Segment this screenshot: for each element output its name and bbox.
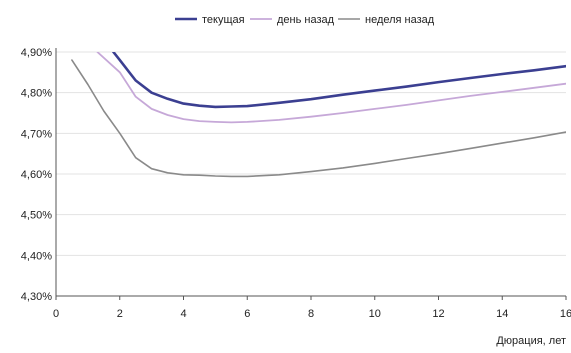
y-tick-label: 4,40% [21,250,52,262]
y-tick-label: 4,80% [21,88,52,100]
gridlines [56,51,566,297]
y-tick-label: 4,50% [21,210,52,222]
x-tick-label: 14 [496,308,508,320]
x-tick-labels: 0 2 4 6 8 10 12 14 16 [53,308,571,320]
series-lines [71,52,566,178]
legend-label-2: день назад [277,14,335,26]
y-tick-label: 4,30% [21,291,52,303]
x-tick-label: 2 [117,308,123,320]
series-line-1 [112,52,566,109]
y-tick-label: 4,70% [21,128,52,140]
legend-label-3: неделя назад [365,14,435,26]
x-tick-label: 16 [560,308,571,320]
x-tick-label: 6 [244,308,250,320]
series-line-3 [71,59,566,178]
x-tick-label: 8 [308,308,314,320]
legend-label-1: текущая [202,14,245,26]
series-line-2 [96,52,566,124]
x-tick-label: 12 [432,308,444,320]
x-tick-label: 0 [53,308,59,320]
x-tick-label: 10 [369,308,381,320]
x-axis-label: Дюрация, лет [496,335,566,347]
y-tick-label: 4,90% [21,47,52,59]
x-tick-label: 4 [180,308,186,320]
legend: текущая день назад неделя назад [175,14,435,26]
axes [55,48,567,300]
y-tick-label: 4,60% [21,169,52,181]
y-tick-labels: 4,30% 4,40% 4,50% 4,60% 4,70% 4,80% 4,90% [21,47,52,303]
